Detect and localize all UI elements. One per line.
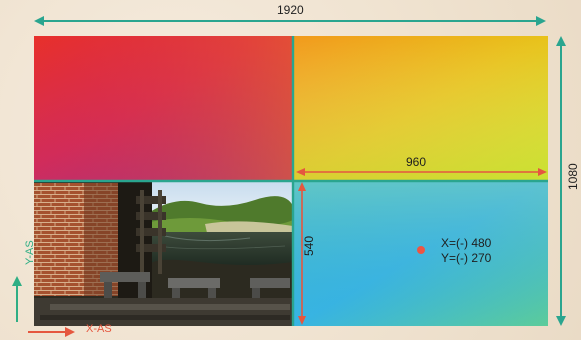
x-axis-arrow	[28, 327, 75, 337]
half-width-arrow	[296, 168, 547, 176]
coordinate-point	[417, 246, 425, 254]
watermill-photo	[34, 181, 293, 326]
half-width-label: 960	[406, 155, 427, 169]
point-y-coordinate: Y=(-) 270	[441, 251, 492, 265]
top-left-quadrant	[34, 36, 293, 181]
total-width-arrow	[34, 16, 546, 26]
total-width-label: 1920	[277, 3, 304, 17]
half-height-label: 540	[302, 235, 316, 256]
x-axis-label: X-AS	[86, 323, 112, 335]
quadrant-dividers	[34, 36, 548, 326]
point-x-coordinate: X=(-) 480	[441, 236, 492, 250]
y-axis-arrow	[12, 276, 22, 322]
half-height-arrow	[298, 182, 306, 325]
y-axis-label: Y-AS	[24, 240, 36, 265]
total-height-label: 1080	[566, 163, 580, 190]
total-height-arrow	[556, 36, 566, 326]
top-right-quadrant	[293, 36, 548, 181]
